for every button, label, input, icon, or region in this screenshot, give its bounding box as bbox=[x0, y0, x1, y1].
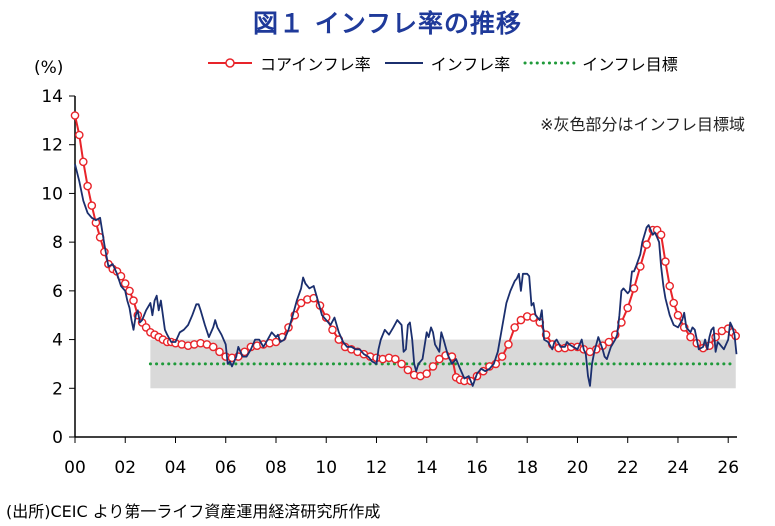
x-tick-label: 00 bbox=[64, 458, 86, 478]
core-inflation-point bbox=[669, 298, 679, 308]
x-tick-label: 20 bbox=[567, 458, 589, 478]
x-tick-label: 24 bbox=[667, 458, 689, 478]
y-tick-label: 0 bbox=[52, 428, 63, 448]
chart-title: 図１ インフレ率の推移 bbox=[253, 9, 522, 38]
core-inflation-point bbox=[70, 111, 80, 120]
core-inflation-point bbox=[215, 347, 224, 357]
core-inflation-point bbox=[497, 352, 507, 361]
y-tick-label: 6 bbox=[52, 282, 63, 302]
core-inflation-point bbox=[83, 181, 92, 191]
legend-item-inflation-target: インフレ目標 bbox=[522, 51, 678, 75]
core-inflation-point bbox=[91, 218, 101, 227]
core-inflation-point bbox=[504, 340, 513, 349]
core-inflation-point bbox=[120, 279, 130, 288]
core-inflation-point bbox=[516, 315, 526, 325]
legend-swatch-core-inflation bbox=[208, 58, 252, 68]
core-inflation-point bbox=[271, 337, 281, 347]
x-tick-label: 04 bbox=[165, 458, 187, 478]
core-inflation-point bbox=[510, 323, 520, 332]
core-inflation-point bbox=[686, 332, 695, 342]
y-axis-unit-label: (%) bbox=[34, 58, 64, 78]
x-tick-label: 26 bbox=[717, 458, 739, 478]
core-inflation-point bbox=[434, 354, 444, 364]
core-inflation-point bbox=[79, 157, 88, 167]
legend-label-inflation: インフレ率 bbox=[430, 55, 511, 74]
x-tick-label: 10 bbox=[315, 458, 337, 478]
y-tick-label: 2 bbox=[52, 379, 63, 399]
core-inflation-point bbox=[428, 362, 438, 371]
x-tick-label: 06 bbox=[215, 458, 237, 478]
core-inflation-point bbox=[711, 332, 720, 342]
legend-label-core-inflation: コアインフレ率 bbox=[260, 55, 371, 74]
core-inflation-point bbox=[403, 365, 413, 375]
x-tick-label: 12 bbox=[366, 458, 388, 478]
core-inflation-point bbox=[125, 286, 134, 296]
legend-swatch-inflation-target bbox=[523, 61, 576, 65]
inflation-line bbox=[74, 163, 738, 387]
core-inflation-point bbox=[397, 359, 406, 369]
x-tick-label: 22 bbox=[617, 458, 639, 478]
legend-label-inflation-target: インフレ目標 bbox=[582, 55, 678, 74]
core-inflation-point bbox=[75, 130, 84, 140]
core-inflation-point bbox=[661, 257, 670, 266]
core-inflation-point bbox=[328, 325, 337, 335]
core-inflation-point bbox=[390, 354, 400, 364]
core-inflation-point bbox=[629, 284, 639, 293]
core-inflation-point bbox=[665, 281, 675, 291]
core-inflation-point bbox=[623, 303, 633, 313]
y-tick-label: 12 bbox=[41, 136, 63, 156]
target-band-note: ※灰色部分はインフレ目標域 bbox=[540, 115, 745, 134]
x-tick-label: 14 bbox=[416, 458, 438, 478]
core-inflation-point bbox=[208, 342, 218, 352]
y-tick-label: 4 bbox=[52, 331, 63, 351]
y-tick-label: 10 bbox=[41, 184, 63, 204]
core-inflation-point bbox=[673, 310, 683, 320]
core-inflation-point bbox=[656, 230, 666, 240]
chart-legend: コアインフレ率 インフレ率 インフレ目標 bbox=[206, 52, 690, 74]
x-tick-label: 18 bbox=[516, 458, 538, 478]
source-note: (出所)CEIC より第一ライフ資産運用経済研究所作成 bbox=[6, 502, 381, 521]
core-inflation-point bbox=[87, 201, 97, 210]
legend-swatch-inflation bbox=[384, 62, 423, 64]
x-tick-label: 16 bbox=[466, 458, 488, 478]
core-inflation-point bbox=[642, 240, 651, 249]
legend-item-inflation: インフレ率 bbox=[383, 51, 511, 75]
x-tick-label: 08 bbox=[265, 458, 287, 478]
core-inflation-point bbox=[129, 296, 138, 305]
core-inflation-point bbox=[604, 337, 614, 347]
y-tick-label: 14 bbox=[41, 87, 63, 107]
x-tick-label: 02 bbox=[114, 458, 136, 478]
core-inflation-point bbox=[296, 298, 306, 308]
y-tick-label: 8 bbox=[52, 233, 63, 253]
core-inflation-point bbox=[422, 369, 432, 379]
legend-item-core-inflation: コアインフレ率 bbox=[206, 51, 371, 75]
